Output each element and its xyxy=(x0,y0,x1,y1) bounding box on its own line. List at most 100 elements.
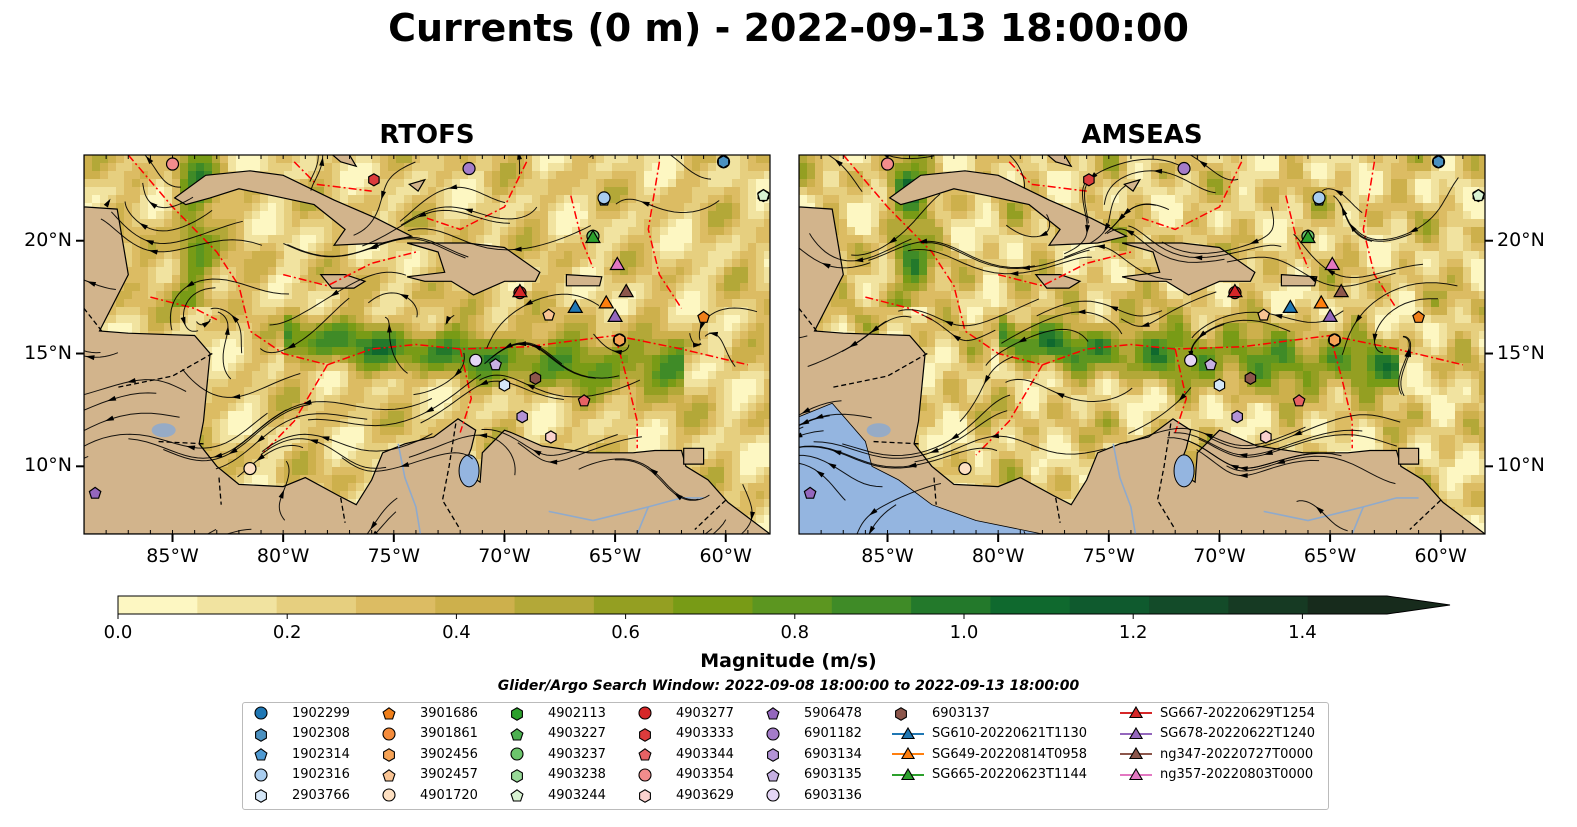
land-polygon xyxy=(319,274,367,289)
legend-label: 6903134 xyxy=(804,746,862,762)
legend-label: 3902456 xyxy=(420,746,478,762)
x-tick-label: 75°W xyxy=(367,545,421,567)
legend-swatch xyxy=(766,788,780,802)
legend-entry: 4903227 xyxy=(506,726,606,742)
legend-swatch xyxy=(254,767,268,782)
legend-swatch xyxy=(382,726,396,741)
x-tick-label: 75°W xyxy=(1082,545,1136,567)
glider-marker-SG649-20220814T0958 xyxy=(598,294,615,309)
argo-marker-3901686 xyxy=(697,310,711,323)
argo-marker-2903766 xyxy=(1213,378,1226,392)
legend-entry: SG610-20220621T1130 xyxy=(890,726,1087,742)
glider-marker-SG610-20220621T1130 xyxy=(1282,299,1299,313)
land-polygon xyxy=(888,170,1129,246)
x-tick-label: 60°W xyxy=(1414,545,1467,567)
argo-marker-4903244 xyxy=(1471,188,1485,202)
legend-label: 6903136 xyxy=(804,787,862,803)
colorbar-bin xyxy=(1228,596,1309,614)
legend-entry: 2903766 xyxy=(250,787,350,803)
x-tick-label: 85°W xyxy=(146,545,199,567)
figure-title: Currents (0 m) - 2022-09-13 18:00:00 xyxy=(388,6,1189,50)
argo-marker-3902456 xyxy=(613,333,626,347)
colorbar-bin xyxy=(831,596,912,614)
legend-entry: 4903333 xyxy=(634,726,734,742)
legend-label: SG610-20220621T1130 xyxy=(932,726,1088,741)
legend-label: 4903237 xyxy=(548,746,606,762)
land-polygon xyxy=(683,447,705,465)
legend-label: 3901861 xyxy=(420,726,478,741)
legend-entry: 6903135 xyxy=(762,767,862,783)
argo-marker-4901720 xyxy=(243,461,257,476)
argo-marker-4903354 xyxy=(165,157,180,171)
legend-label: 4903354 xyxy=(676,767,734,782)
legend-entry: 3901686 xyxy=(378,705,478,721)
legend-swatch xyxy=(638,748,652,761)
legend-label: 1902314 xyxy=(292,746,350,762)
legend-entry: ng357-20220803T0000 xyxy=(1118,767,1313,783)
panel-title-rtofs: RTOFS xyxy=(379,120,475,150)
legend-entry: 1902314 xyxy=(250,746,350,762)
legend-swatch xyxy=(892,746,924,760)
legend-swatch xyxy=(638,767,652,782)
legend-swatch xyxy=(511,768,523,783)
land-polygon xyxy=(1034,274,1082,289)
legend-entry: 4903237 xyxy=(506,746,606,762)
legend-swatch xyxy=(254,748,268,761)
argo-marker-3902456 xyxy=(1328,333,1341,347)
legend-entry: SG649-20220814T0958 xyxy=(890,746,1087,762)
argo-marker-2903766 xyxy=(498,378,511,392)
legend-label: SG665-20220623T1144 xyxy=(932,767,1088,782)
y-tick-label: 15°N xyxy=(24,341,72,364)
colorbar-bin xyxy=(990,596,1071,614)
legend-entry: 1902299 xyxy=(250,705,350,721)
legend-entry: 4903277 xyxy=(634,705,734,721)
legend-entry: 4903244 xyxy=(506,787,606,803)
land-polygon xyxy=(1046,155,1073,168)
land-polygon xyxy=(1122,178,1142,192)
argo-marker-4903244 xyxy=(756,188,770,202)
argo-marker-6903135 xyxy=(1204,358,1218,371)
argo-marker-6901182 xyxy=(1177,161,1191,176)
land-polygon xyxy=(173,170,414,246)
legend-swatch xyxy=(767,748,779,762)
argo-marker-1902308 xyxy=(1432,155,1445,169)
legend-label: 4901720 xyxy=(420,787,478,803)
argo-marker-1902308 xyxy=(717,155,730,169)
legend-entry: SG678-20220622T1240 xyxy=(1118,726,1315,742)
colorbar-tick-label: 0.4 xyxy=(442,622,471,643)
legend-label: 2903766 xyxy=(292,787,350,803)
legend-label: 4903277 xyxy=(676,705,734,721)
legend-label: 4902113 xyxy=(548,705,606,721)
legend-swatch xyxy=(382,768,396,782)
legend-swatch xyxy=(1120,746,1152,760)
land-polygon xyxy=(331,155,358,168)
x-tick-label: 70°W xyxy=(1193,545,1246,567)
legend-label: 4903227 xyxy=(548,726,606,741)
glider-marker-SG610-20220621T1130 xyxy=(567,299,584,313)
colorbar-bin xyxy=(911,596,991,614)
argo-marker-1902316 xyxy=(597,191,611,205)
argo-marker-4903354 xyxy=(880,157,895,171)
glider-marker-ng347-20220727T0000 xyxy=(1333,283,1350,298)
legend-swatch xyxy=(1120,726,1152,739)
legend-swatch xyxy=(510,747,524,761)
legend-entry: 3901861 xyxy=(378,726,478,742)
x-tick-label: 80°W xyxy=(971,545,1025,567)
colorbar-bin xyxy=(118,596,198,614)
legend-swatch xyxy=(639,789,651,803)
legend-swatch xyxy=(895,707,907,721)
legend-label: 5906478 xyxy=(804,705,862,721)
glider-marker-SG665-20220623T1144 xyxy=(584,229,601,244)
argo-marker-5906478 xyxy=(88,486,102,499)
land-polygon xyxy=(1280,273,1318,287)
x-tick-label: 85°W xyxy=(861,545,914,567)
land-polygon xyxy=(407,178,427,192)
legend-label: 4903344 xyxy=(676,746,734,762)
legend-entry: 3902456 xyxy=(378,746,478,762)
legend xyxy=(242,702,1329,810)
argo-marker-6903136 xyxy=(1184,353,1198,367)
glider-marker-SG678-20220622T1240 xyxy=(607,308,624,322)
legend-swatch xyxy=(766,726,780,741)
glider-marker-SG667-20220629T1254 xyxy=(1226,283,1243,298)
